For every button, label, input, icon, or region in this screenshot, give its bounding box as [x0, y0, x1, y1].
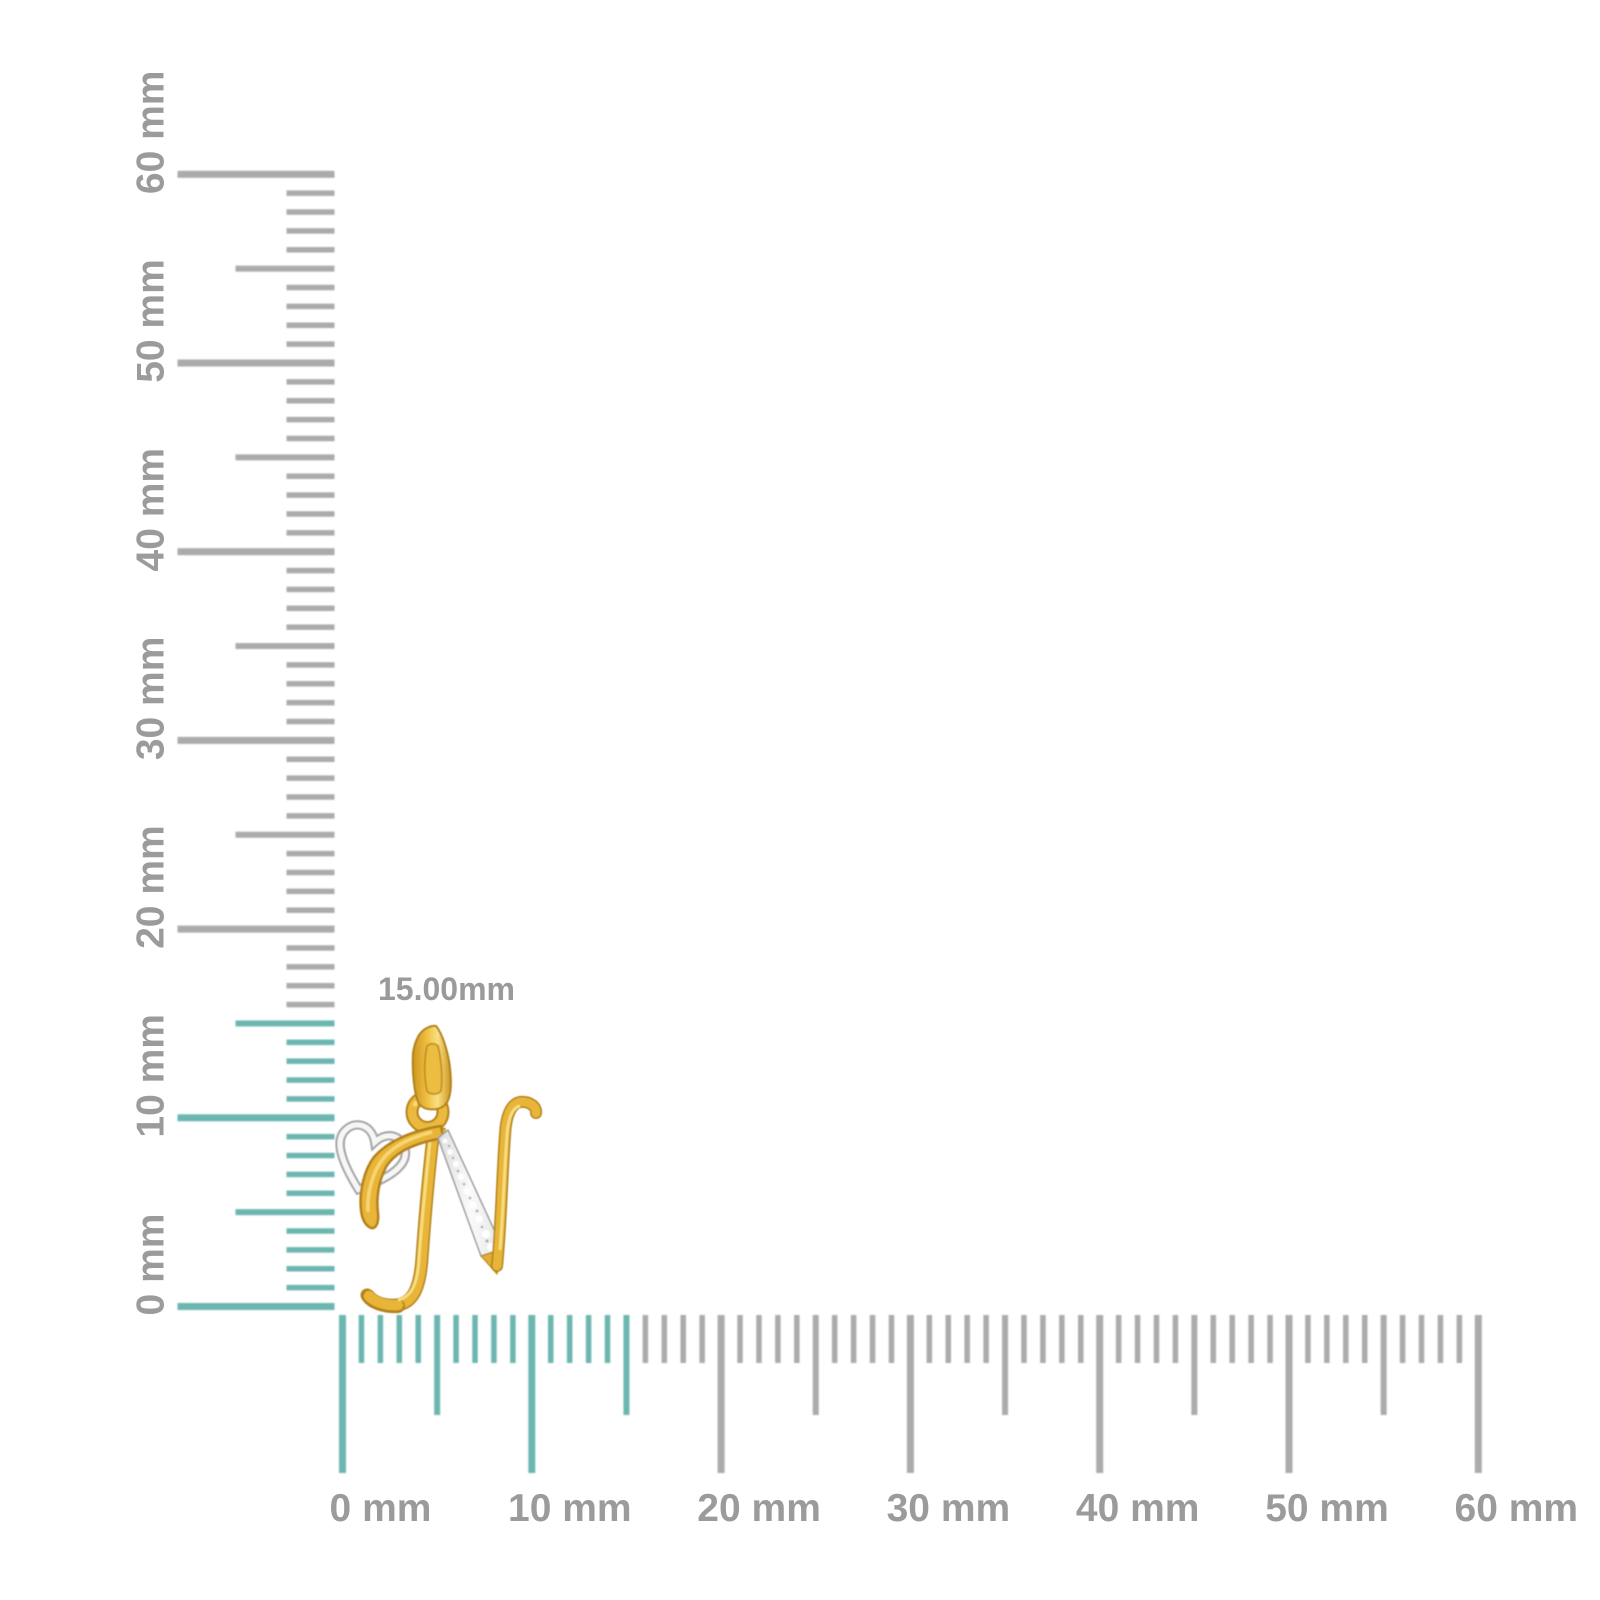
svg-text:60 mm: 60 mm — [130, 71, 173, 195]
svg-text:20 mm: 20 mm — [697, 1487, 821, 1530]
svg-text:0 mm: 0 mm — [130, 1214, 173, 1316]
svg-text:20 mm: 20 mm — [130, 825, 173, 949]
svg-text:60 mm: 60 mm — [1455, 1487, 1579, 1530]
svg-text:50 mm: 50 mm — [1265, 1487, 1389, 1530]
svg-text:30 mm: 30 mm — [130, 637, 173, 761]
svg-text:30 mm: 30 mm — [887, 1487, 1011, 1530]
svg-text:10 mm: 10 mm — [130, 1014, 173, 1138]
svg-text:40 mm: 40 mm — [130, 448, 173, 572]
svg-text:40 mm: 40 mm — [1076, 1487, 1200, 1530]
svg-text:50 mm: 50 mm — [130, 259, 173, 383]
svg-text:0 mm: 0 mm — [330, 1487, 432, 1530]
svg-text:15.00mm: 15.00mm — [378, 971, 515, 1007]
svg-text:10 mm: 10 mm — [508, 1487, 632, 1530]
